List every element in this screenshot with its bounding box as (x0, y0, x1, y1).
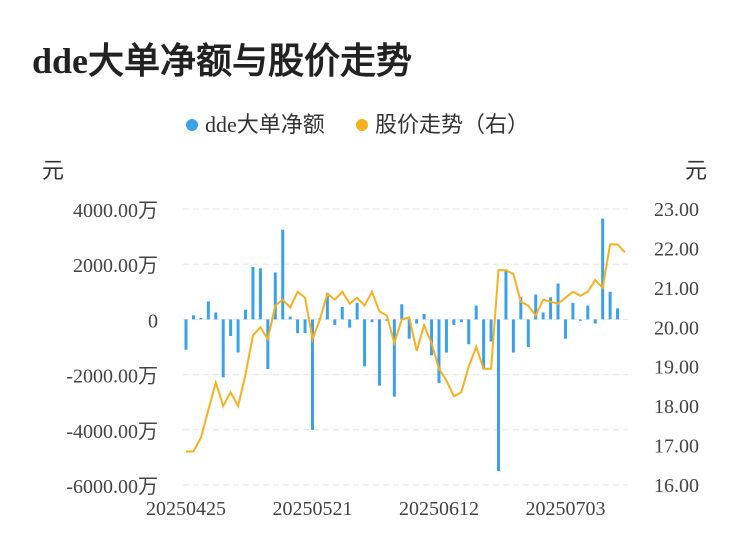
bar (563, 319, 567, 339)
bar (422, 313, 426, 320)
y-right-tick-label: 16.00 (654, 475, 699, 497)
bar (593, 319, 597, 324)
bar (601, 218, 605, 320)
bar (325, 293, 329, 320)
bar (526, 319, 530, 347)
bar (303, 319, 307, 334)
y-right-tick-label: 19.00 (654, 357, 699, 379)
bar (288, 316, 292, 320)
y-right-tick-label: 20.00 (654, 317, 699, 339)
price-line (186, 243, 626, 453)
bar (571, 302, 575, 320)
bar (377, 319, 381, 386)
y-right-tick-label: 21.00 (654, 278, 699, 300)
bar (385, 319, 389, 321)
legend-marker-price (356, 119, 368, 131)
y-left-tick-label: 0 (148, 310, 158, 332)
bar (400, 304, 404, 320)
bar (482, 319, 486, 370)
bar (534, 294, 538, 320)
bar (370, 319, 374, 323)
bar (191, 315, 195, 320)
bar (504, 269, 508, 320)
bar (206, 301, 210, 320)
x-tick-label: 20250703 (525, 498, 605, 520)
bar (407, 319, 411, 339)
bar (489, 319, 493, 342)
bar (296, 319, 300, 334)
bar (474, 305, 478, 320)
bar (221, 319, 225, 378)
y-left-tick-label: -4000.00万 (66, 421, 158, 443)
bar (444, 319, 448, 353)
bar (415, 319, 419, 324)
bar (310, 319, 314, 430)
bar (355, 302, 359, 320)
bar (229, 319, 233, 336)
bar (616, 308, 620, 320)
line-series (186, 243, 626, 453)
legend-label-dde: dde大单净额 (205, 112, 325, 137)
bar (236, 319, 240, 353)
legend: dde大单净额 股价走势（右） (186, 112, 529, 137)
bar (184, 319, 188, 350)
bar (251, 266, 255, 320)
bar (549, 297, 553, 320)
bar (452, 319, 456, 325)
bar (519, 297, 523, 320)
bar (578, 319, 582, 321)
y-left-tick-label: 2000.00万 (73, 255, 158, 277)
bar (266, 319, 270, 370)
bar (556, 283, 560, 320)
bar (586, 305, 590, 320)
bar (392, 319, 396, 397)
y-left-tick-label: -2000.00万 (66, 366, 158, 388)
bar (511, 319, 515, 353)
y-left-axis-label: 元 (42, 158, 64, 183)
bar (437, 319, 441, 383)
bar (281, 229, 285, 320)
bar (258, 268, 262, 320)
page-title: dde大单净额与股价走势 (32, 41, 413, 81)
y-right-axis: 23.00 22.00 21.00 20.00 19.00 18.00 17.00 16.00 (654, 199, 699, 497)
bar (273, 272, 277, 320)
x-tick-label: 20250521 (272, 498, 352, 520)
x-tick-label: 20250612 (399, 498, 479, 520)
y-right-tick-label: 18.00 (654, 396, 699, 418)
bar (459, 319, 463, 323)
bar (348, 319, 352, 328)
bar (497, 319, 501, 472)
legend-marker-dde (186, 119, 198, 131)
bar (608, 291, 612, 320)
y-right-tick-label: 23.00 (654, 199, 699, 221)
legend-label-price: 股价走势（右） (375, 112, 529, 137)
bar (430, 319, 434, 356)
x-axis: 20250425 20250521 20250612 20250703 (146, 498, 605, 520)
y-left-tick-label: -6000.00万 (66, 476, 158, 498)
bar (467, 319, 471, 345)
bar (340, 306, 344, 320)
y-left-tick-label: 4000.00万 (73, 200, 158, 222)
x-tick-label: 20250425 (146, 498, 226, 520)
y-right-axis-label: 元 (685, 158, 707, 183)
bar (333, 319, 337, 325)
bar (199, 318, 203, 320)
bar (244, 309, 248, 320)
y-right-tick-label: 17.00 (654, 436, 699, 458)
bar (363, 319, 367, 367)
y-left-axis: 4000.00万 2000.00万 0 -2000.00万 -4000.00万 -6000… (66, 200, 158, 498)
bar-series (184, 218, 620, 472)
y-right-tick-label: 22.00 (654, 238, 699, 260)
bar (214, 312, 218, 320)
bar (541, 312, 545, 320)
